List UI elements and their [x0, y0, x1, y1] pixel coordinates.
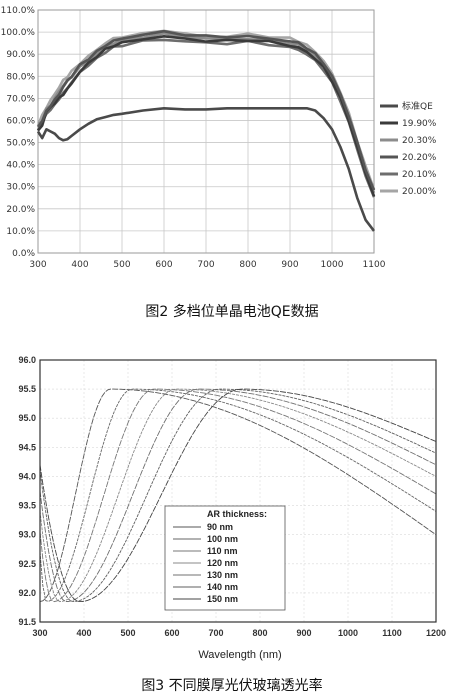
transmittance-x-tick-label: 400: [76, 628, 91, 638]
transmittance-series-line: [39, 388, 437, 602]
transmittance-legend-label: 100 nm: [207, 534, 238, 544]
qe-y-tick-label: 50.0%: [6, 139, 35, 149]
figure2-caption: 图2 多档位单晶电池QE数据: [145, 303, 318, 320]
qe-legend-label: 20.10%: [402, 170, 437, 180]
transmittance-x-tick-label: 1000: [338, 628, 358, 638]
qe-x-tick-label: 800: [239, 260, 256, 270]
qe-chart: 0.0% 10.0% 20.0% 30.0% 40.0% 50.0% 60.0% 70.0% 8…: [1, 6, 437, 270]
transmittance-chart: 91.5 92.0 92.5 93.0 93.5 94.0 94.5 95.0 95.5 96.0…: [18, 355, 446, 661]
transmittance-y-tick-label: 96.0: [18, 355, 36, 365]
transmittance-series-group: [39, 388, 437, 603]
qe-y-tick-label: 80.0%: [6, 72, 35, 82]
transmittance-series-line: [39, 388, 437, 603]
transmittance-y-tick-label: 95.5: [18, 384, 36, 394]
qe-x-tick-label: 300: [29, 260, 46, 270]
qe-x-tick-label: 700: [197, 260, 214, 270]
transmittance-y-tick-label: 95.0: [18, 413, 36, 423]
transmittance-legend-label: 150 nm: [207, 594, 238, 604]
qe-x-tick-label: 400: [71, 260, 88, 270]
transmittance-legend-label: 140 nm: [207, 582, 238, 592]
transmittance-series-line: [39, 388, 437, 603]
transmittance-y-tick-label: 92.5: [18, 559, 36, 569]
transmittance-legend-label: 120 nm: [207, 558, 238, 568]
qe-legend-label: 20.00%: [402, 187, 437, 197]
transmittance-axes: [39, 359, 437, 623]
qe-x-tick-label: 500: [113, 260, 130, 270]
figure3-caption: 图3 不同膜厚光伏玻璃透光率: [141, 677, 322, 694]
transmittance-x-tick-label: 500: [120, 628, 135, 638]
qe-gridlines: [37, 9, 375, 254]
qe-y-tick-label: 70.0%: [6, 94, 35, 104]
transmittance-x-tick-label: 700: [208, 628, 223, 638]
qe-legend-label: 20.20%: [402, 153, 437, 163]
qe-x-tick-label: 1100: [363, 260, 386, 270]
qe-series-line: [36, 107, 376, 232]
qe-x-tick-label: 600: [155, 260, 172, 270]
transmittance-x-tick-label: 300: [32, 628, 47, 638]
transmittance-legend-label: 130 nm: [207, 570, 238, 580]
qe-y-tick-label: 60.0%: [6, 116, 35, 126]
transmittance-legend-label: 90 nm: [207, 522, 233, 532]
transmittance-y-tick-label: 93.0: [18, 530, 36, 540]
qe-legend-label: 19.90%: [402, 119, 437, 129]
qe-legend: 标准QE 19.90% 20.30% 20.20% 20.10% 20.00%: [380, 100, 437, 197]
qe-legend-label: 20.30%: [402, 136, 437, 146]
transmittance-legend: AR thickness: 90 nm 100 nm 110 nm 120 nm 130 …: [164, 505, 286, 611]
transmittance-series-line: [39, 388, 437, 603]
qe-tick-labels: 0.0% 10.0% 20.0% 30.0% 40.0% 50.0% 60.0% 70.0% 8…: [1, 6, 386, 270]
qe-y-tick-label: 100.0%: [1, 28, 36, 38]
qe-y-tick-label: 90.0%: [6, 50, 35, 60]
transmittance-series-line: [39, 388, 437, 603]
qe-y-tick-label: 30.0%: [6, 183, 35, 193]
transmittance-series-line: [39, 388, 437, 603]
qe-x-tick-label: 900: [281, 260, 298, 270]
transmittance-x-tick-label: 800: [252, 628, 267, 638]
transmittance-x-tick-label: 600: [164, 628, 179, 638]
transmittance-y-tick-label: 94.0: [18, 471, 36, 481]
transmittance-legend-label: 110 nm: [207, 546, 238, 556]
qe-y-tick-label: 40.0%: [6, 161, 35, 171]
transmittance-legend-title: AR thickness:: [207, 509, 267, 519]
transmittance-x-tick-label: 1200: [426, 628, 446, 638]
transmittance-series-line: [39, 388, 437, 602]
transmittance-y-tick-label: 92.0: [18, 588, 36, 598]
transmittance-y-tick-label: 94.5: [18, 442, 36, 452]
qe-y-tick-label: 20.0%: [6, 205, 35, 215]
qe-y-tick-label: 110.0%: [1, 6, 36, 16]
transmittance-x-tick-label: 900: [296, 628, 311, 638]
qe-series-line: [36, 29, 376, 191]
transmittance-axes-frame: [39, 359, 437, 623]
transmittance-x-axis-label: Wavelength (nm): [198, 649, 281, 661]
transmittance-y-tick-label: 93.5: [18, 501, 36, 511]
qe-series-group: [36, 29, 376, 232]
transmittance-y-tick-label: 91.5: [18, 617, 36, 627]
transmittance-x-tick-label: 1100: [382, 628, 402, 638]
qe-y-tick-label: 10.0%: [6, 227, 35, 237]
qe-legend-label: 标准QE: [402, 100, 433, 112]
qe-series-line: [36, 35, 376, 197]
transmittance-tick-labels: 91.5 92.0 92.5 93.0 93.5 94.0 94.5 95.0 95.5 96.0…: [18, 355, 446, 638]
qe-y-tick-label: 0.0%: [12, 249, 35, 259]
qe-x-tick-label: 1000: [321, 260, 344, 270]
transmittance-legend-box: [164, 505, 286, 611]
